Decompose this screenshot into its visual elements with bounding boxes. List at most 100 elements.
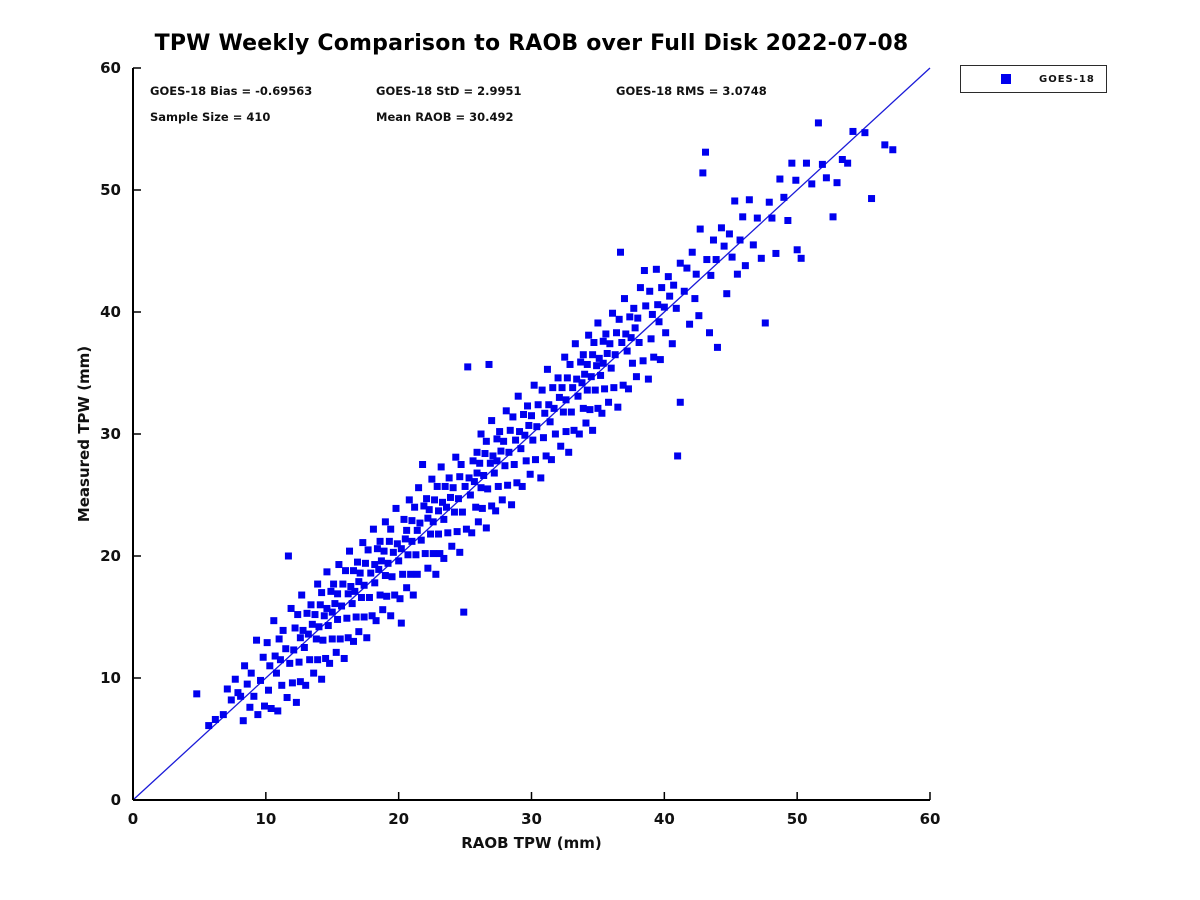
scatter-marker: [541, 409, 549, 417]
scatter-marker: [363, 634, 371, 642]
scatter-marker: [529, 436, 537, 444]
scatter-marker: [562, 428, 570, 436]
x-tick-label: 20: [388, 810, 410, 828]
scatter-marker: [264, 686, 272, 694]
scatter-marker: [561, 353, 569, 361]
scatter-marker: [510, 461, 518, 468]
scatter-marker: [315, 623, 323, 631]
scatter-marker: [428, 475, 436, 483]
scatter-marker: [355, 628, 363, 636]
scatter-marker: [613, 329, 621, 337]
scatter-marker: [288, 679, 296, 687]
scatter-marker: [672, 304, 680, 312]
scatter-marker: [294, 611, 302, 619]
scatter-marker: [599, 337, 607, 345]
scatter-marker: [514, 392, 522, 400]
scatter-marker: [784, 217, 792, 224]
scatter-marker: [400, 515, 408, 523]
scatter-marker: [403, 584, 411, 592]
scatter-marker: [670, 281, 678, 289]
scatter-marker: [282, 645, 290, 653]
scatter-marker: [271, 652, 279, 660]
scatter-marker: [237, 692, 245, 700]
scatter-marker: [611, 351, 619, 359]
scatter-marker: [655, 318, 663, 326]
scatter-marker: [272, 669, 280, 677]
scatter-marker: [644, 375, 652, 383]
scatter-marker: [234, 689, 242, 697]
scatter-marker: [736, 236, 744, 244]
scatter-marker: [391, 591, 399, 599]
scatter-marker: [335, 561, 343, 569]
scatter-marker: [493, 457, 501, 465]
scatter-marker: [578, 379, 586, 387]
scatter-marker: [741, 262, 749, 270]
scatter-marker: [259, 653, 267, 661]
scatter-marker: [602, 330, 610, 338]
scatter-marker: [761, 319, 769, 327]
scatter-marker: [647, 335, 655, 343]
scatter-marker: [344, 634, 352, 642]
scatter-marker: [441, 482, 449, 490]
scatter-marker: [415, 484, 423, 492]
scatter-marker: [792, 176, 800, 184]
x-tick-label: 50: [786, 810, 808, 828]
scatter-marker: [699, 169, 707, 177]
scatter-marker: [286, 659, 294, 667]
scatter-marker: [303, 609, 311, 617]
y-tick-label: 20: [100, 547, 121, 565]
scatter-marker: [408, 517, 416, 525]
scatter-marker: [247, 669, 255, 677]
scatter-marker: [656, 356, 664, 364]
scatter-marker: [347, 583, 355, 590]
scatter-marker: [539, 434, 547, 442]
scatter-marker: [340, 654, 348, 662]
scatter-marker: [421, 550, 429, 558]
scatter-marker: [465, 474, 473, 482]
scatter-marker: [429, 550, 437, 558]
scatter-marker: [797, 254, 805, 262]
one-to-one-reference-line: [132, 67, 931, 801]
scatter-marker: [266, 662, 274, 670]
scatter-marker: [753, 214, 761, 222]
scatter-marker: [274, 707, 282, 715]
scatter-marker: [352, 613, 360, 621]
scatter-marker: [720, 242, 728, 250]
scatter-marker: [533, 423, 541, 431]
scatter-marker: [776, 175, 784, 183]
scatter-marker: [591, 386, 599, 394]
scatter-marker: [713, 343, 721, 351]
scatter-marker: [412, 551, 420, 559]
scatter-marker: [634, 314, 642, 322]
scatter-marker: [254, 711, 262, 719]
scatter-marker: [531, 456, 539, 464]
scatter-marker: [429, 518, 437, 526]
scatter-marker: [446, 493, 454, 501]
scatter-marker: [278, 681, 286, 689]
scatter-marker: [709, 236, 717, 244]
scatter-marker: [253, 636, 261, 644]
scatter-marker: [538, 386, 546, 394]
scatter-marker: [566, 360, 574, 368]
scatter-marker: [338, 602, 346, 610]
scatter-marker: [343, 614, 351, 622]
scatter-marker: [478, 504, 486, 512]
scatter-marker: [401, 535, 409, 543]
scatter-marker: [632, 373, 640, 381]
scatter-marker: [598, 409, 606, 417]
scatter-marker: [346, 547, 354, 555]
scatter-marker: [838, 156, 846, 163]
scatter-marker: [405, 496, 413, 504]
scatter-marker: [376, 537, 384, 545]
scatter-marker: [381, 572, 389, 580]
scatter-marker: [445, 474, 453, 482]
scatter-marker: [691, 295, 699, 303]
scatter-marker: [703, 256, 711, 264]
scatter-marker: [594, 404, 602, 412]
scatter-marker: [291, 624, 299, 632]
scatter-marker: [403, 526, 411, 534]
scatter-marker: [453, 528, 461, 536]
scatter-marker: [408, 537, 416, 545]
scatter-marker: [326, 659, 334, 667]
